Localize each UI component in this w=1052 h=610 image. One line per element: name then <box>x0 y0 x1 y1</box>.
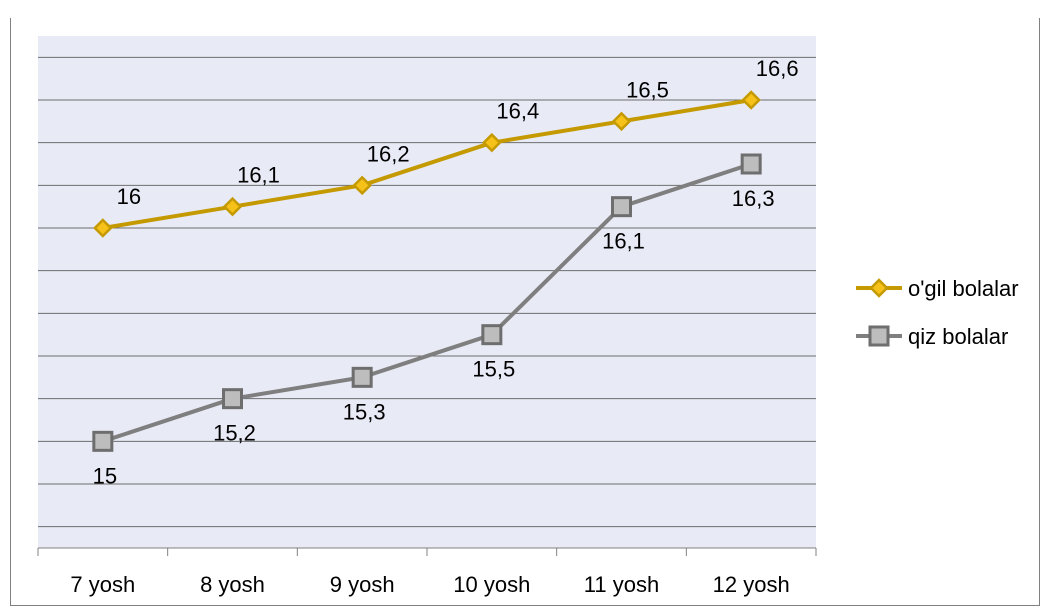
data-point-marker <box>92 430 114 452</box>
x-tick-label: 8 yosh <box>200 572 265 597</box>
series-line-ogil-bolalar <box>102 98 752 230</box>
data-label: 16,3 <box>732 186 775 211</box>
x-tick-label: 11 yosh <box>584 572 659 597</box>
data-point-marker <box>351 366 373 388</box>
series-line-qiz-bolalar <box>102 162 752 444</box>
data-point-marker <box>352 175 372 196</box>
data-point-marker <box>611 196 632 218</box>
x-tick-label: 12 yosh <box>713 572 790 597</box>
legend: o'gil bolalar qiz bolalar <box>856 276 1019 349</box>
series-group <box>92 90 762 452</box>
data-point-marker <box>611 111 632 132</box>
data-label: 15,3 <box>343 399 386 424</box>
data-label: 16,1 <box>237 163 280 188</box>
data-labels: 16 16,1 16,2 16,4 16,5 16,6 15 15,2 15,3 15,5 16,1… <box>93 56 799 488</box>
data-label: 15 <box>93 463 117 488</box>
data-label: 16,4 <box>496 99 539 124</box>
x-axis: 7 yosh 8 yosh 9 yosh 10 yosh 11 yosh 12 yosh <box>37 547 817 597</box>
legend-swatch-marker <box>869 278 889 298</box>
x-tick-label: 9 yosh <box>330 572 395 597</box>
data-point-marker <box>740 153 762 175</box>
data-point-marker <box>741 90 761 110</box>
legend-label: o'gil bolalar <box>908 276 1019 301</box>
data-point-marker <box>482 132 502 153</box>
x-tick-label: 10 yosh <box>453 572 530 597</box>
legend-swatch-marker <box>868 325 890 347</box>
data-point-marker <box>222 388 243 410</box>
x-tick-label: 7 yosh <box>70 572 135 597</box>
data-label: 16,6 <box>756 56 799 81</box>
data-point-marker <box>222 196 243 217</box>
legend-label: qiz bolalar <box>908 324 1008 349</box>
data-label: 16,5 <box>626 77 669 102</box>
data-label: 16 <box>117 184 141 209</box>
data-label: 16,1 <box>602 229 645 254</box>
data-label: 16,2 <box>367 141 410 166</box>
plot-area <box>38 36 816 548</box>
data-label: 15,2 <box>213 421 256 446</box>
data-point-marker <box>93 218 113 238</box>
data-point-marker <box>481 324 503 346</box>
data-label: 15,5 <box>472 357 515 382</box>
